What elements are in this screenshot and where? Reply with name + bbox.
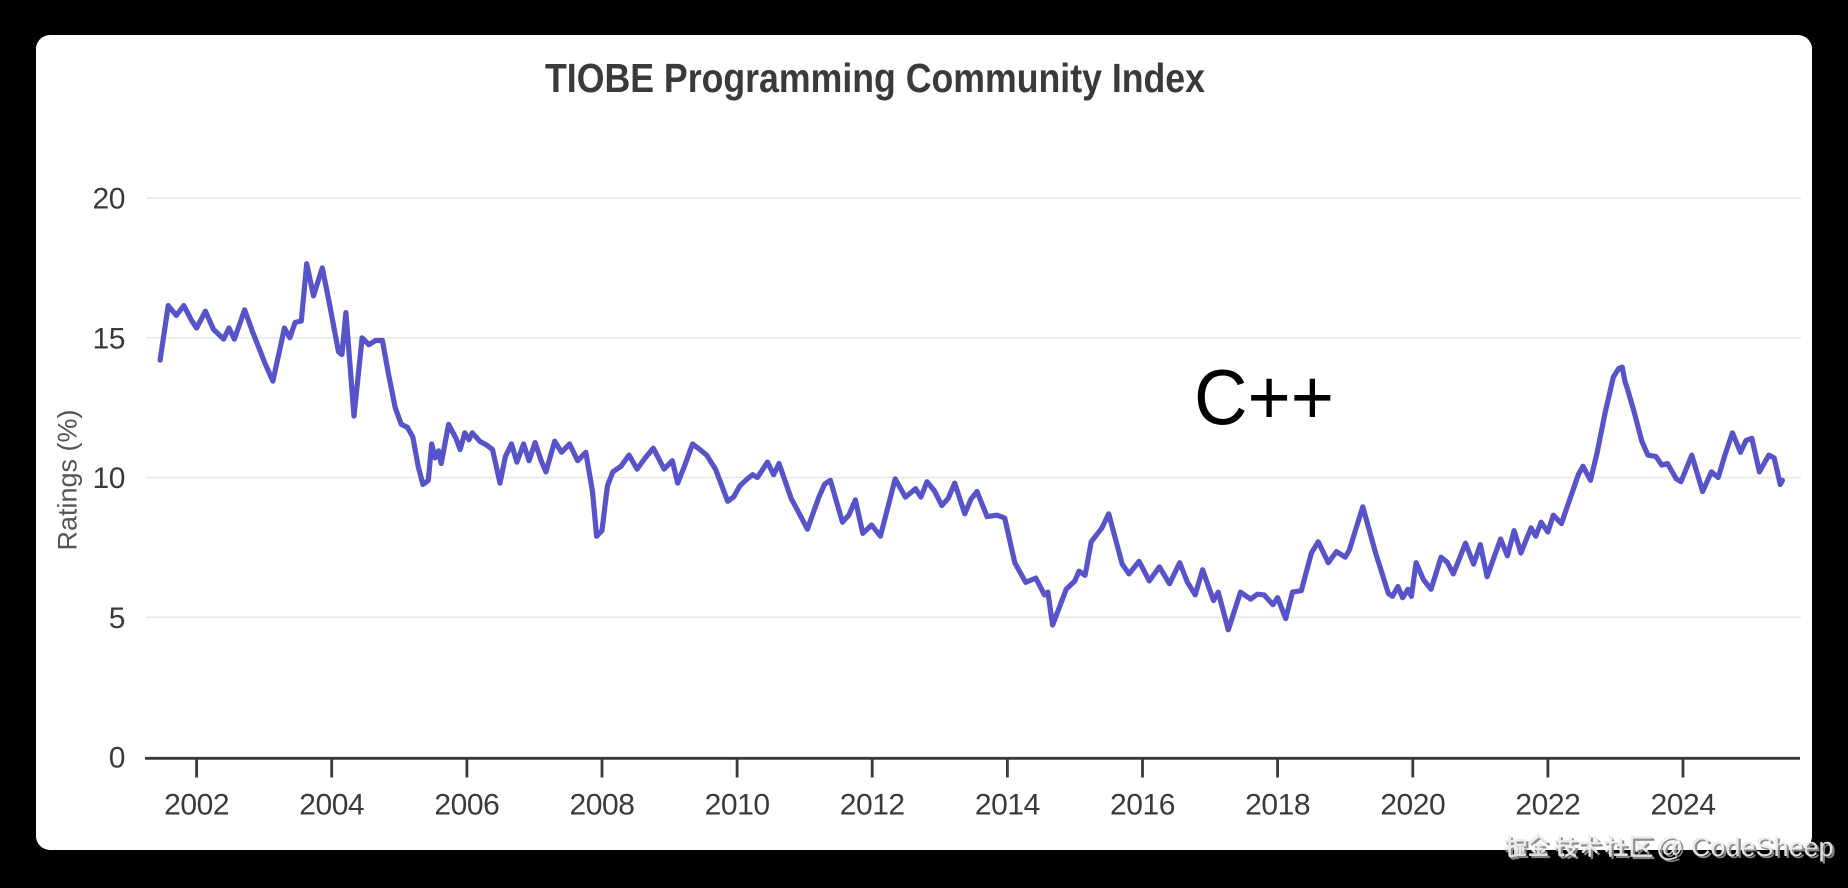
svg-text:2014: 2014	[975, 789, 1040, 822]
svg-text:Ratings (%): Ratings (%)	[53, 409, 83, 550]
svg-text:10: 10	[93, 462, 125, 495]
svg-text:2002: 2002	[164, 789, 229, 822]
svg-text:2004: 2004	[299, 789, 364, 822]
svg-text:15: 15	[93, 323, 125, 356]
svg-text:2020: 2020	[1380, 789, 1445, 822]
svg-text:TIOBE Programming Community In: TIOBE Programming Community Index	[545, 55, 1205, 101]
svg-text:2012: 2012	[840, 789, 905, 822]
svg-text:C++: C++	[1194, 353, 1334, 441]
svg-text:2010: 2010	[705, 789, 770, 822]
svg-text:2018: 2018	[1245, 789, 1310, 822]
svg-text:2006: 2006	[434, 789, 499, 822]
svg-text:0: 0	[109, 742, 125, 775]
svg-text:20: 20	[93, 183, 125, 216]
svg-text:2022: 2022	[1515, 789, 1580, 822]
svg-text:2016: 2016	[1110, 789, 1175, 822]
svg-text:2008: 2008	[570, 789, 635, 822]
svg-text:@ CodeSheep: @ CodeSheep	[1656, 832, 1834, 862]
svg-text:2024: 2024	[1651, 789, 1716, 822]
svg-text:@ CodeSheep: @ CodeSheep	[1658, 834, 1836, 864]
svg-text:5: 5	[109, 602, 125, 635]
